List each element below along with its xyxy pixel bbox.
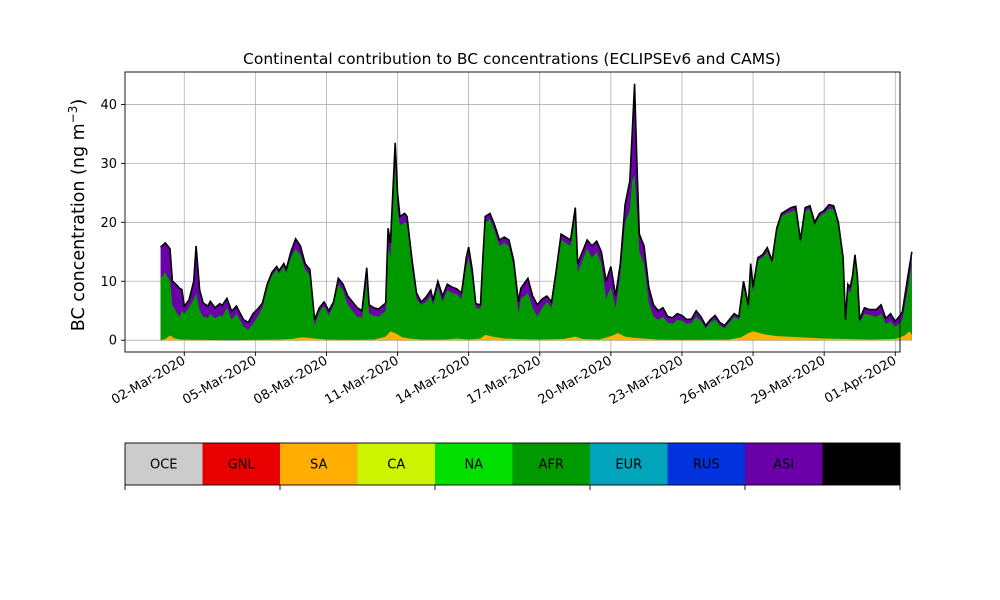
legend-label-oce: OCE	[150, 458, 178, 473]
legend-label-ca: CA	[387, 458, 405, 473]
x-tick-label: 23-Mar-2020	[607, 353, 686, 407]
plot-frame	[124, 71, 901, 353]
y-tick-label: 30	[100, 157, 117, 172]
legend-swatch-asi	[745, 443, 823, 485]
chart-title: Continental contribution to BC concentra…	[243, 50, 781, 68]
x-axis: 02-Mar-202005-Mar-202008-Mar-202011-Mar-…	[109, 352, 899, 408]
legend-label-aus: AUS	[848, 458, 875, 473]
x-tick-label: 17-Mar-2020	[465, 353, 544, 407]
x-tick-label: 26-Mar-2020	[678, 353, 757, 407]
legend-label-asi: ASI	[773, 458, 794, 473]
y-tick-label: 20	[100, 216, 117, 231]
y-tick-label: 40	[100, 98, 117, 113]
y-axis-label-superscript: −3	[66, 106, 80, 124]
y-axis: 0 10 20 30 40	[100, 98, 125, 349]
area-sa-layer	[160, 331, 912, 341]
legend-swatch-eur	[590, 443, 668, 485]
y-tick-label: 10	[100, 275, 117, 290]
legend-swatch-oce	[125, 443, 203, 485]
x-tick-label: 08-Mar-2020	[251, 353, 330, 407]
area-layers	[160, 83, 913, 341]
y-axis-label-close: )	[69, 99, 89, 106]
y-tick-label: 0	[109, 334, 117, 349]
legend-swatch-aus	[822, 443, 900, 485]
x-tick-label: 01-Apr-2020	[822, 353, 899, 406]
colorbar-legend: OCE GNL SA CA NA AFR EUR RUS ASI AUS	[124, 442, 901, 490]
legend-label-eur: EUR	[615, 458, 642, 473]
y-axis-label: BC concentration (ng m−3)	[66, 99, 89, 331]
x-tick-label: 11-Mar-2020	[322, 353, 401, 407]
x-tick-label: 14-Mar-2020	[394, 353, 473, 407]
legend-frame	[124, 442, 901, 486]
legend-swatch-gnl	[202, 443, 280, 485]
total-line	[160, 83, 913, 327]
legend-label-gnl: GNL	[228, 458, 256, 473]
legend-swatch-na	[435, 443, 513, 485]
legend-swatch-ca	[357, 443, 435, 485]
legend-label-rus: RUS	[693, 458, 720, 473]
x-tick-label: 29-Mar-2020	[749, 353, 828, 407]
y-axis-label-main: BC concentration (ng m	[69, 123, 89, 331]
legend-swatch-afr	[512, 443, 590, 485]
legend-swatch-rus	[667, 443, 745, 485]
x-tick-label: 20-Mar-2020	[536, 353, 615, 407]
area-afr-layer	[160, 163, 912, 341]
legend-swatch-sa	[280, 443, 358, 485]
legend-label-afr: AFR	[539, 458, 564, 473]
legend-label-sa: SA	[310, 458, 327, 473]
x-tick-label: 02-Mar-2020	[109, 353, 188, 407]
x-tick-label: 05-Mar-2020	[180, 353, 259, 407]
legend-label-na: NA	[464, 458, 483, 473]
